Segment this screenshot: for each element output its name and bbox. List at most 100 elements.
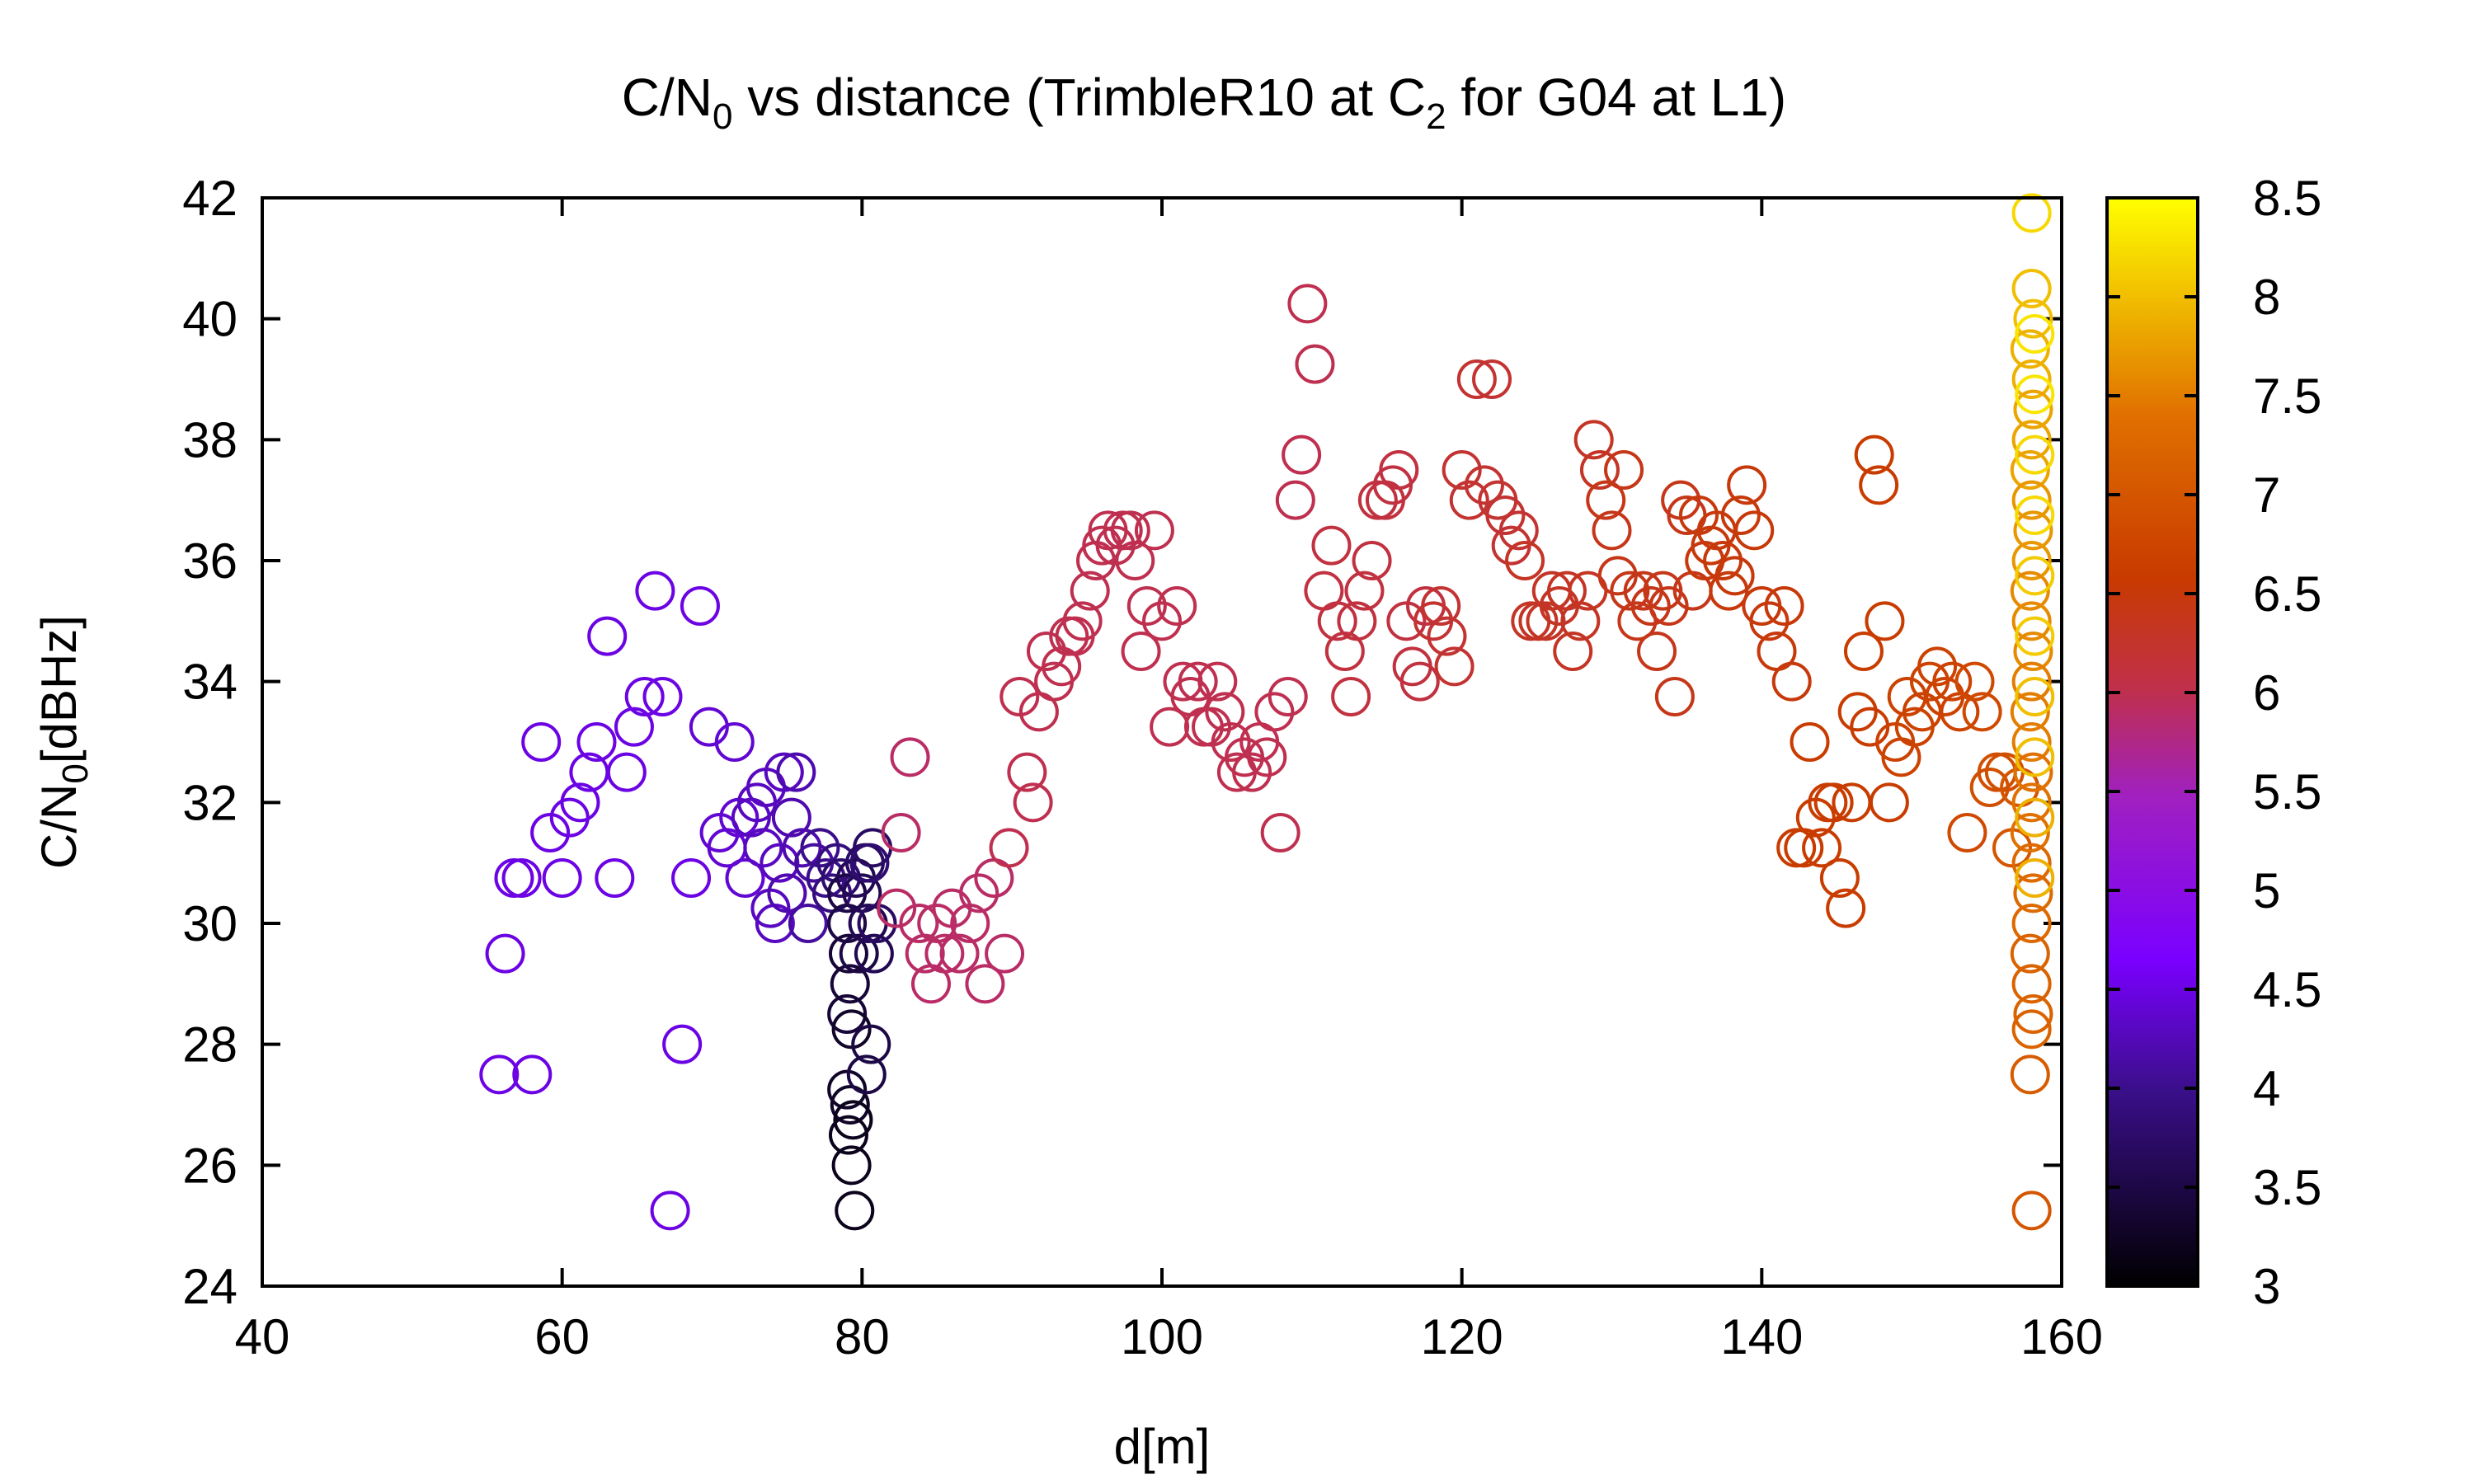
data-point	[2013, 873, 2053, 913]
data-point	[560, 782, 600, 823]
x-tick-label: 60	[534, 1309, 590, 1364]
data-point	[576, 722, 617, 762]
data-point	[1637, 632, 1677, 671]
data-point	[2011, 904, 2052, 943]
x-tick-label: 40	[235, 1309, 290, 1364]
data-point	[1317, 601, 1357, 641]
data-point	[1070, 571, 1110, 611]
y-axis-label: C/N0[dBHz]	[31, 615, 96, 869]
data-point	[788, 904, 828, 943]
data-point	[1586, 480, 1626, 520]
data-point	[939, 933, 980, 974]
data-point	[771, 797, 811, 838]
data-point	[1604, 450, 1644, 490]
data-point	[2010, 1054, 2050, 1095]
colorbar-tick-label: 4	[2253, 1061, 2280, 1116]
data-point	[2011, 843, 2052, 883]
data-point	[680, 586, 720, 626]
data-point	[1062, 601, 1103, 641]
y-tick-label: 24	[182, 1259, 238, 1314]
data-point	[1287, 284, 1328, 324]
data-point	[881, 813, 921, 852]
data-point	[587, 616, 628, 656]
data-point	[1456, 359, 1497, 399]
data-point	[2011, 193, 2052, 233]
data-point	[662, 1024, 703, 1064]
data-point	[1205, 692, 1245, 732]
data-point	[1865, 601, 1905, 641]
data-point	[1790, 722, 1830, 762]
data-point	[1869, 782, 1909, 823]
data-point	[2015, 374, 2055, 415]
colorbar-tick-label: 7.5	[2253, 369, 2321, 424]
data-point	[1720, 495, 1761, 535]
data-point	[1178, 661, 1218, 702]
data-point	[2015, 556, 2055, 596]
data-point	[1197, 661, 1238, 702]
data-point	[1703, 541, 1743, 580]
data-point	[924, 933, 965, 974]
data-point	[1421, 586, 1461, 626]
data-point	[1727, 465, 1767, 505]
data-point	[1837, 692, 1878, 732]
data-point	[614, 707, 654, 747]
data-point	[2010, 329, 2050, 369]
data-point	[917, 904, 957, 943]
colorbar-tick-label: 8.5	[2253, 171, 2321, 226]
data-point	[2015, 495, 2055, 535]
data-point	[595, 858, 635, 898]
data-point	[650, 1190, 690, 1231]
x-tick-label: 120	[1421, 1309, 1503, 1364]
data-point	[1654, 677, 1695, 716]
data-point	[714, 722, 755, 762]
data-point	[1157, 586, 1197, 626]
data-point	[1579, 450, 1620, 490]
data-point	[1714, 556, 1755, 596]
data-point	[1947, 813, 1987, 852]
data-point	[2015, 314, 2055, 354]
y-tick-label: 42	[182, 171, 238, 226]
data-point	[1962, 692, 2002, 732]
colorbar	[2105, 196, 2199, 1288]
data-point	[1379, 450, 1419, 490]
x-tick-label: 80	[835, 1309, 890, 1364]
colorbar-tick-label: 7	[2253, 467, 2280, 523]
data-point	[877, 888, 917, 928]
data-point	[2015, 797, 2055, 838]
data-point	[642, 677, 683, 716]
data-point	[689, 707, 729, 747]
data-point	[965, 964, 1005, 1004]
data-point	[1859, 465, 1899, 505]
colorbar-tick-label: 5.5	[2253, 764, 2321, 819]
data-point	[849, 843, 890, 883]
data-point	[899, 904, 939, 943]
data-point	[1268, 677, 1308, 716]
data-point	[1472, 359, 1512, 399]
data-point	[2013, 510, 2053, 551]
data-point	[830, 1085, 870, 1125]
data-point	[851, 1024, 891, 1064]
data-point	[764, 752, 804, 792]
data-point	[1505, 541, 1545, 580]
data-point	[1211, 722, 1251, 762]
x-axis-label: d[m]	[1114, 1419, 1211, 1474]
data-point	[2011, 359, 2052, 399]
colorbar-tick-label: 8	[2253, 270, 2280, 325]
y-tick-label: 28	[182, 1017, 238, 1073]
data-point	[854, 933, 894, 974]
plot-frame	[261, 196, 2063, 1288]
data-point	[671, 858, 712, 898]
y-tick-label: 38	[182, 412, 238, 467]
data-point	[2013, 298, 2053, 339]
data-point	[835, 1190, 875, 1231]
data-point	[2011, 661, 2052, 702]
data-point	[2011, 964, 2052, 1004]
y-tick-label: 40	[182, 292, 238, 347]
data-point	[1560, 601, 1601, 641]
data-point	[1007, 752, 1047, 792]
data-point	[1553, 632, 1593, 671]
x-tick-label: 100	[1121, 1309, 1203, 1364]
data-point	[512, 1054, 553, 1095]
data-point	[782, 828, 822, 868]
data-point	[833, 1100, 873, 1140]
